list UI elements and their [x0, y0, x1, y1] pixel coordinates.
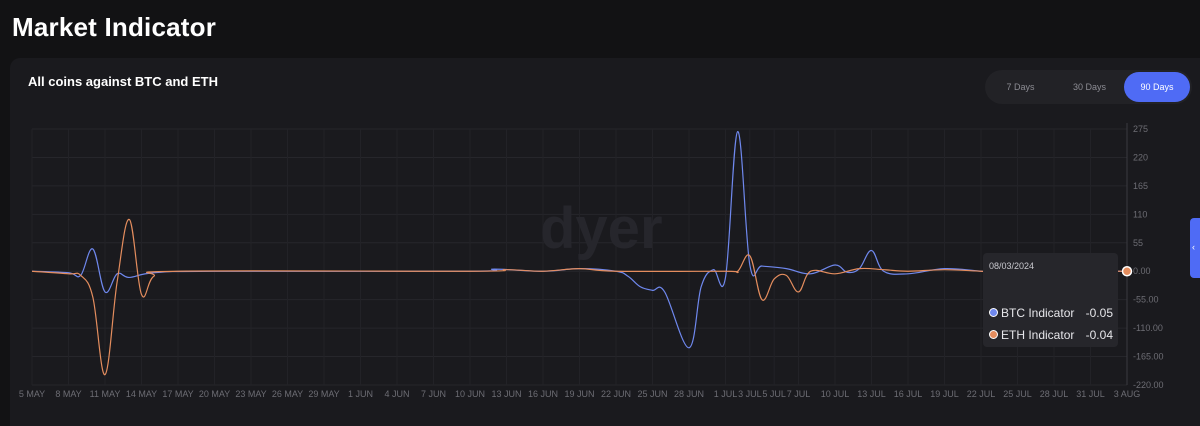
- x-tick-label: 7 JUN: [421, 389, 446, 399]
- y-tick-label: 220: [1133, 152, 1148, 162]
- x-tick-label: 20 MAY: [199, 389, 230, 399]
- x-tick-label: 10 JUL: [821, 389, 850, 399]
- chart-tooltip: 08/03/2024 BTC Indicator -0.05 ETH Indic…: [983, 253, 1118, 347]
- y-tick-label: 275: [1133, 124, 1148, 134]
- btc-legend-dot-icon: [989, 308, 998, 317]
- side-tab-chevron-icon: ‹: [1192, 242, 1195, 252]
- y-tick-label: 110: [1133, 209, 1147, 219]
- tooltip-btc-name: BTC Indicator: [1001, 306, 1075, 320]
- series-line-eth: [31, 218, 1128, 376]
- range-toggle: 7 Days 30 Days 90 Days: [985, 70, 1192, 104]
- x-tick-label: 4 JUN: [384, 389, 409, 399]
- x-tick-label: 13 JUL: [857, 389, 886, 399]
- tooltip-row-eth: ETH Indicator -0.04: [989, 328, 1113, 342]
- tooltip-row-btc: BTC Indicator -0.05: [989, 306, 1113, 320]
- x-tick-label: 3 JUL: [738, 389, 762, 399]
- x-tick-label: 25 JUN: [637, 389, 667, 399]
- x-tick-label: 3 AUG: [1114, 389, 1141, 399]
- chart-grid: [31, 128, 1128, 386]
- y-tick-label: -55.00: [1133, 295, 1159, 305]
- tooltip-eth-value: -0.04: [1085, 328, 1113, 342]
- x-tick-label: 26 MAY: [272, 389, 303, 399]
- y-tick-label: -110.00: [1133, 323, 1163, 333]
- side-panel-tab[interactable]: ‹: [1190, 218, 1200, 278]
- x-tick-label: 28 JUN: [674, 389, 704, 399]
- y-tick-label: 55: [1133, 238, 1143, 248]
- tooltip-date: 08/03/2024: [989, 261, 1035, 271]
- x-tick-label: 13 JUN: [491, 389, 521, 399]
- x-tick-label: 31 JUL: [1076, 389, 1105, 399]
- x-tick-label: 25 JUL: [1003, 389, 1032, 399]
- page-title: Market Indicator: [12, 12, 217, 42]
- x-tick-label: 16 JUN: [528, 389, 558, 399]
- x-tick-label: 23 MAY: [235, 389, 266, 399]
- x-tick-label: 1 JUL: [714, 389, 738, 399]
- x-axis: 5 MAY 8 MAY 11 MAY 14 MAY 17 MAY 20 MAY 23 MAY…: [19, 389, 1140, 399]
- x-tick-label: 19 JUN: [564, 389, 594, 399]
- tooltip-btc-value: -0.05: [1085, 306, 1113, 320]
- x-tick-label: 29 MAY: [308, 389, 339, 399]
- x-tick-label: 5 JUL: [762, 389, 786, 399]
- card-title: All coins against BTC and ETH: [28, 74, 218, 89]
- range-7-days-button[interactable]: 7 Days: [1006, 82, 1035, 92]
- y-tick-label: -220.00: [1133, 380, 1164, 390]
- series-line-btc: [31, 130, 1128, 349]
- y-tick-label: 0.00: [1133, 266, 1151, 276]
- x-tick-label: 5 MAY: [19, 389, 45, 399]
- y-axis: 275 220 165 110 55 0.00 -55.00 -110.00 -165.00 -2…: [1126, 123, 1164, 390]
- x-tick-label: 1 JUN: [348, 389, 373, 399]
- x-tick-label: 7 JUL: [787, 389, 811, 399]
- chart-watermark: dyer: [540, 196, 663, 261]
- x-tick-label: 8 MAY: [55, 389, 81, 399]
- x-tick-label: 11 MAY: [90, 389, 121, 399]
- x-tick-label: 22 JUN: [601, 389, 631, 399]
- x-tick-label: 14 MAY: [126, 389, 157, 399]
- y-tick-label: 165: [1133, 181, 1148, 191]
- x-tick-label: 28 JUL: [1040, 389, 1069, 399]
- tooltip-eth-name: ETH Indicator: [1001, 328, 1075, 342]
- eth-legend-dot-icon: [989, 330, 998, 339]
- x-tick-label: 17 MAY: [162, 389, 193, 399]
- range-90-days-button[interactable]: 90 Days: [1124, 72, 1190, 102]
- range-30-days-button[interactable]: 30 Days: [1072, 82, 1107, 92]
- hover-point-marker: [1121, 265, 1133, 277]
- chart-series: [31, 130, 1128, 376]
- y-tick-label: -165.00: [1133, 352, 1164, 362]
- x-tick-label: 10 JUN: [455, 389, 485, 399]
- hover-marker: [1121, 265, 1133, 277]
- x-tick-label: 22 JUL: [967, 389, 996, 399]
- market-indicator-card: All coins against BTC and ETH 7 Days 30 …: [10, 58, 1200, 426]
- x-tick-label: 19 JUL: [930, 389, 959, 399]
- x-tick-label: 16 JUL: [894, 389, 923, 399]
